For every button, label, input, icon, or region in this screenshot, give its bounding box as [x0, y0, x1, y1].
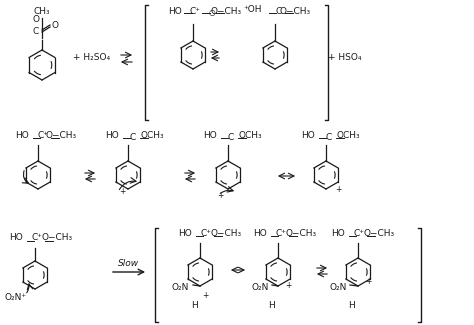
Text: HO: HO [168, 7, 182, 17]
Text: O₂N⁺: O₂N⁺ [5, 293, 27, 303]
Text: C: C [130, 134, 136, 142]
Text: HO: HO [105, 131, 119, 139]
Text: C⁺: C⁺ [354, 228, 365, 238]
Text: HO: HO [253, 228, 267, 238]
Text: +: + [217, 191, 223, 201]
Text: O−CH₃: O−CH₃ [210, 7, 242, 17]
Text: C: C [228, 134, 234, 142]
Text: + HSO₄: + HSO₄ [328, 54, 362, 62]
Text: + H₂SO₄: + H₂SO₄ [73, 54, 110, 62]
Text: ⁺OH: ⁺OH [244, 5, 262, 14]
Text: C: C [33, 28, 39, 36]
Text: O: O [52, 21, 58, 31]
Text: ○: ○ [209, 7, 215, 17]
Text: +: + [202, 292, 208, 301]
Text: O: O [33, 16, 39, 24]
Text: O−CH₃: O−CH₃ [46, 131, 77, 139]
Text: C⁺: C⁺ [201, 228, 211, 238]
Text: C⁺: C⁺ [190, 7, 201, 17]
Text: C: C [276, 7, 282, 17]
Text: O−CH₃: O−CH₃ [364, 228, 394, 238]
Text: C⁺: C⁺ [37, 131, 48, 139]
Text: C: C [326, 134, 332, 142]
Text: O−CH₃: O−CH₃ [210, 228, 242, 238]
Text: O−CH₃: O−CH₃ [280, 7, 310, 17]
Text: HO: HO [178, 228, 192, 238]
Text: C⁺: C⁺ [275, 228, 286, 238]
Text: Slow: Slow [118, 258, 139, 267]
Text: +: + [335, 186, 341, 194]
Text: O₂N: O₂N [329, 283, 346, 292]
Text: O₂N: O₂N [251, 283, 269, 292]
Text: O−CH₃: O−CH₃ [41, 233, 73, 242]
Text: HO: HO [331, 228, 345, 238]
Text: HO: HO [301, 131, 315, 139]
Text: +: + [285, 280, 291, 290]
Text: C⁺: C⁺ [31, 233, 43, 242]
Text: CH₃: CH₃ [34, 7, 50, 17]
Text: HO: HO [9, 233, 23, 242]
Text: +: + [365, 278, 371, 287]
Text: H: H [191, 301, 199, 309]
Text: +: + [119, 188, 125, 197]
Text: OCH₃: OCH₃ [140, 131, 164, 139]
Text: OCH₃: OCH₃ [336, 131, 360, 139]
Text: H: H [269, 301, 275, 309]
Text: O−CH₃: O−CH₃ [285, 228, 317, 238]
Text: HO: HO [203, 131, 217, 139]
Text: O₂N: O₂N [171, 283, 189, 292]
Text: HO: HO [15, 131, 29, 139]
Text: H: H [348, 301, 356, 309]
Text: OCH₃: OCH₃ [238, 131, 262, 139]
